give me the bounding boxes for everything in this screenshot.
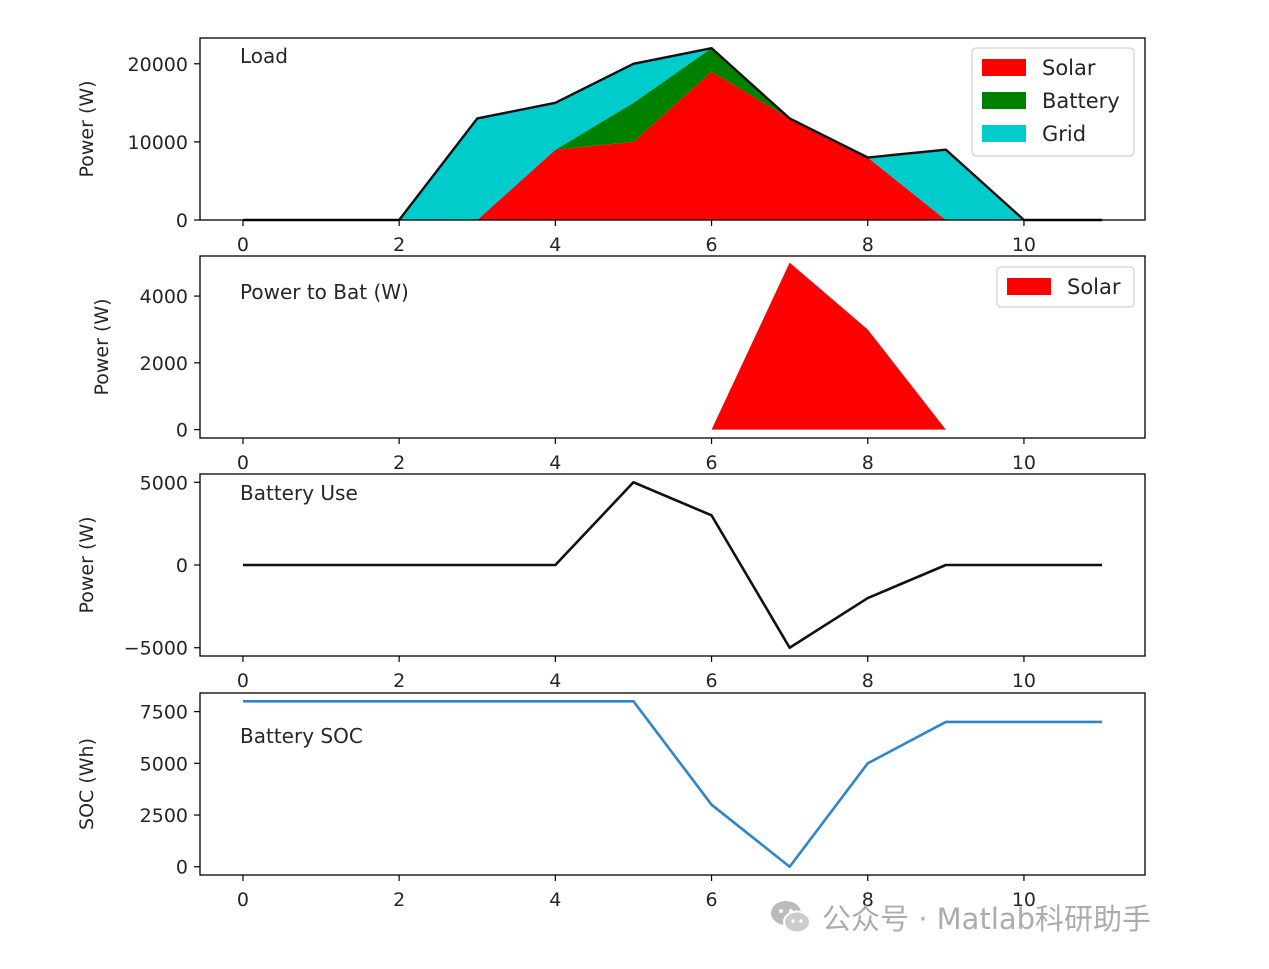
x-tick-label: 4 [549, 670, 561, 692]
legend-swatch-solar [982, 59, 1026, 76]
area-grid [242, 48, 1103, 221]
x-tick-label: 10 [1012, 234, 1036, 256]
axes-frame [199, 255, 1146, 439]
x-tick-label: 10 [1012, 452, 1036, 474]
legend: Solar [996, 266, 1135, 308]
x-tick-label: 10 [1012, 889, 1036, 911]
legend: Solar Battery Grid [971, 47, 1135, 157]
y-tick-label: 0 [176, 210, 188, 232]
panel-annotation: Battery SOC [240, 724, 363, 748]
y-axis-label: SOC (Wh) [76, 738, 98, 830]
x-tick-label: 10 [1012, 670, 1036, 692]
wechat-icon [771, 901, 811, 934]
area-solar [242, 71, 1103, 220]
legend-label-battery: Battery [1042, 89, 1120, 113]
x-tick-label: 8 [862, 889, 874, 911]
y-tick-label: 10000 [128, 132, 188, 154]
panel-annotation: Battery Use [240, 481, 358, 505]
series-line [242, 699, 1103, 869]
legend-swatch-battery [982, 92, 1026, 109]
x-tick-label: 8 [862, 234, 874, 256]
axes-frame [199, 692, 1146, 876]
x-tick-label: 4 [549, 234, 561, 256]
y-axis-label: Power (W) [91, 298, 113, 395]
legend-swatch-grid [982, 125, 1026, 142]
x-tick-label: 6 [706, 889, 718, 911]
x-tick-label: 6 [706, 234, 718, 256]
chart-panel-2: 0 2 4 6 8 10 0 2000 4000 Power (W) Power to Bat (W… [91, 255, 1146, 474]
x-tick-label: 6 [706, 670, 718, 692]
series-line [242, 480, 1103, 650]
x-tick-label: 0 [237, 452, 249, 474]
x-tick-label: 8 [862, 452, 874, 474]
legend-label-grid: Grid [1042, 122, 1086, 146]
chart-panel-4: 0 2 4 6 8 10 0 2500 5000 7500 SOC (Wh) Battery SOC [76, 692, 1146, 911]
axes-frame [199, 37, 1146, 221]
x-tick-label: 2 [393, 889, 405, 911]
chart-panel-1: 0 2 4 6 8 10 0 10000 20000 Power (W) Load Solar Batt… [76, 37, 1146, 256]
x-tick-label: 4 [549, 452, 561, 474]
panel-annotation: Load [240, 44, 288, 68]
y-axis-label: Power (W) [76, 516, 98, 613]
y-tick-label: 0 [176, 555, 188, 577]
x-tick-label: 0 [237, 670, 249, 692]
y-axis-label: Power (W) [76, 80, 98, 177]
panel-annotation: Power to Bat (W) [240, 280, 409, 304]
area-solar [242, 262, 1103, 430]
x-tick-label: 6 [706, 452, 718, 474]
watermark: 公众号 · Matlab科研助手 [768, 896, 1151, 938]
legend-label-solar: Solar [1042, 56, 1096, 80]
x-tick-label: 2 [393, 452, 405, 474]
y-tick-label: 0 [176, 420, 188, 442]
area-battery [242, 48, 1103, 221]
legend-label-solar: Solar [1067, 275, 1121, 299]
legend-swatch-solar [1007, 278, 1051, 295]
y-tick-label: 5000 [140, 472, 188, 494]
y-tick-label: 7500 [140, 702, 188, 724]
x-tick-label: 4 [549, 889, 561, 911]
x-tick-label: 2 [393, 670, 405, 692]
y-tick-label: −5000 [124, 638, 188, 660]
x-tick-label: 8 [862, 670, 874, 692]
y-tick-label: 0 [176, 857, 188, 879]
y-tick-label: 2000 [140, 353, 188, 375]
x-tick-label: 0 [237, 234, 249, 256]
x-tick-label: 0 [237, 889, 249, 911]
y-tick-label: 4000 [140, 286, 188, 308]
y-tick-label: 5000 [140, 753, 188, 775]
y-tick-label: 20000 [128, 54, 188, 76]
y-tick-label: 2500 [140, 805, 188, 827]
x-tick-label: 2 [393, 234, 405, 256]
watermark-text: 公众号 · Matlab科研助手 [822, 902, 1152, 936]
chart-panel-3: 0 2 4 6 8 10 −5000 0 5000 Power (W) Battery Use [76, 472, 1146, 692]
legend-box [996, 266, 1135, 308]
